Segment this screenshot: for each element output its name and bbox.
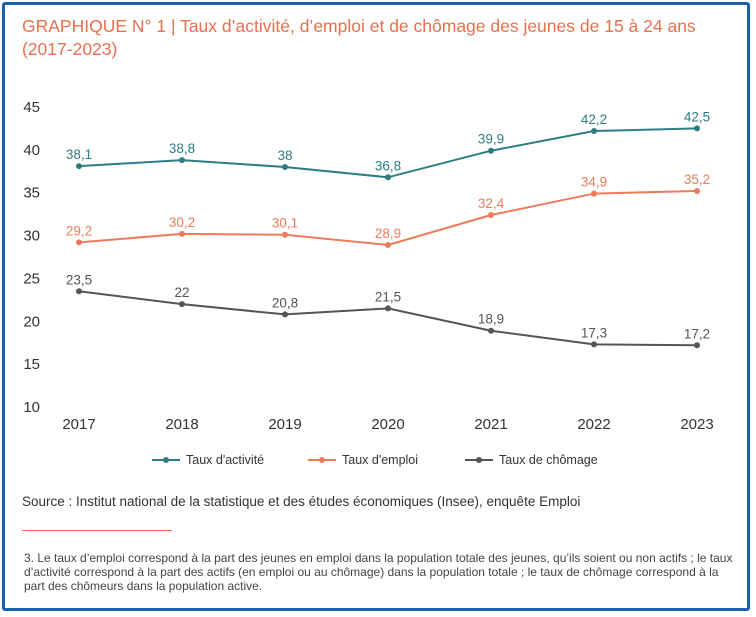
data-label-taux-de-chomage: 20,8 xyxy=(272,295,298,310)
footnote-separator xyxy=(22,530,172,531)
data-point-taux-de-chomage xyxy=(282,311,288,318)
y-tick-label: 15 xyxy=(23,356,40,373)
data-label-taux-de-chomage: 17,2 xyxy=(684,326,710,341)
x-tick-label: 2017 xyxy=(62,416,95,433)
data-label-taux-de-chomage: 17,3 xyxy=(581,325,607,340)
y-tick-label: 10 xyxy=(23,399,40,416)
legend-label-taux-d-emploi: Taux d'emploi xyxy=(342,453,418,467)
y-tick-label: 20 xyxy=(23,313,40,330)
data-point-taux-de-chomage xyxy=(76,288,82,295)
footnote: 3. Le taux d’emploi correspond à la part… xyxy=(24,551,733,593)
figure-frame: GRAPHIQUE N° 1 | Taux d’activité, d’empl… xyxy=(2,2,750,611)
line-chart: 10 15 20 25 30 35 40 45 2017 2018 2019 2020 2021 2022… xyxy=(23,99,713,467)
y-tick-label: 30 xyxy=(23,228,40,245)
data-point-taux-d-activite xyxy=(591,128,597,134)
data-label-taux-d-emploi: 32,4 xyxy=(478,196,505,211)
legend-marker-taux-de-chomage xyxy=(476,457,482,463)
data-label-taux-d-emploi: 29,2 xyxy=(66,223,92,238)
data-point-taux-de-chomage xyxy=(179,301,185,308)
data-point-taux-d-emploi xyxy=(179,230,185,237)
data-point-taux-d-activite xyxy=(694,125,700,132)
chart-title: GRAPHIQUE N° 1 | Taux d’activité, d’empl… xyxy=(22,16,696,59)
data-point-taux-d-activite xyxy=(385,174,391,181)
data-label-taux-d-emploi: 30,2 xyxy=(169,215,195,230)
data-label-taux-d-emploi: 34,9 xyxy=(581,175,607,190)
data-label-taux-d-emploi: 28,9 xyxy=(375,226,401,241)
legend-marker-taux-d-emploi xyxy=(319,457,325,463)
data-label-taux-d-activite: 42,5 xyxy=(684,109,710,124)
data-point-taux-de-chomage xyxy=(488,327,494,334)
data-label-taux-d-activite: 38 xyxy=(277,148,292,163)
data-point-taux-d-emploi xyxy=(282,231,288,238)
data-point-taux-d-emploi xyxy=(76,239,82,246)
y-tick-label: 40 xyxy=(23,142,40,159)
source-note: Source : Institut national de la statist… xyxy=(22,494,581,509)
data-point-taux-d-emploi xyxy=(385,242,391,248)
x-tick-label: 2019 xyxy=(268,416,301,433)
data-label-taux-de-chomage: 23,5 xyxy=(66,272,92,287)
data-point-taux-d-activite xyxy=(76,163,82,170)
x-tick-label: 2018 xyxy=(165,416,198,433)
data-point-taux-de-chomage xyxy=(385,305,391,312)
y-tick-label: 45 xyxy=(23,99,40,116)
data-label-taux-d-emploi: 30,1 xyxy=(272,216,298,231)
data-point-taux-de-chomage xyxy=(591,341,597,348)
x-tick-label: 2023 xyxy=(680,416,713,433)
x-tick-label: 2020 xyxy=(371,416,404,433)
data-point-taux-d-emploi xyxy=(488,212,494,218)
data-point-taux-d-activite xyxy=(488,147,494,154)
y-tick-label: 35 xyxy=(23,185,40,202)
data-label-taux-d-activite: 38,1 xyxy=(66,147,92,162)
data-label-taux-de-chomage: 18,9 xyxy=(478,312,504,327)
data-label-taux-de-chomage: 21,5 xyxy=(375,289,401,304)
data-point-taux-d-activite xyxy=(282,164,288,170)
data-label-taux-de-chomage: 22 xyxy=(174,285,189,300)
legend-label-taux-de-chomage: Taux de chômage xyxy=(499,453,598,467)
legend-label-taux-d-activite: Taux d'activité xyxy=(186,453,264,467)
data-label-taux-d-activite: 38,8 xyxy=(169,141,195,156)
data-point-taux-de-chomage xyxy=(694,342,700,349)
data-point-taux-d-emploi xyxy=(694,188,700,194)
y-tick-label: 25 xyxy=(23,270,40,287)
data-label-taux-d-activite: 42,2 xyxy=(581,112,607,127)
data-label-taux-d-activite: 36,8 xyxy=(375,158,401,173)
data-point-taux-d-activite xyxy=(179,157,185,164)
x-tick-label: 2021 xyxy=(474,416,507,433)
data-point-taux-d-emploi xyxy=(591,190,597,197)
x-tick-label: 2022 xyxy=(577,416,610,433)
data-label-taux-d-activite: 39,9 xyxy=(478,132,504,147)
data-label-taux-d-emploi: 35,2 xyxy=(684,172,710,187)
legend-marker-taux-d-activite xyxy=(163,457,169,463)
